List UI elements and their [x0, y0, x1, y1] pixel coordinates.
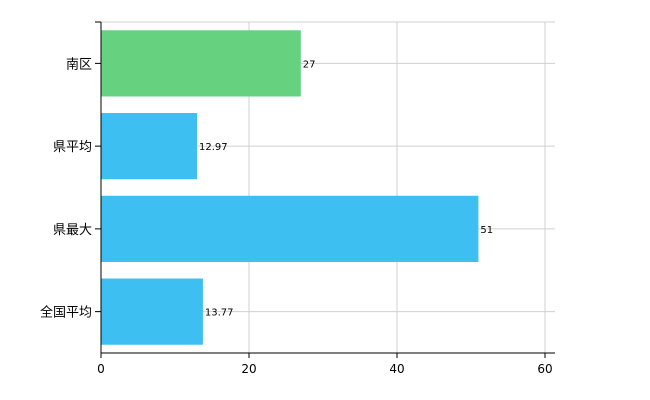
x-tick-label: 0 [97, 362, 105, 376]
x-tick-label: 20 [241, 362, 256, 376]
category-label: 全国平均 [40, 305, 92, 321]
data-label: 51 [480, 225, 493, 236]
bar [101, 113, 197, 180]
bar [101, 30, 301, 97]
category-label: 県平均 [53, 140, 92, 155]
data-label: 13.77 [205, 308, 234, 319]
x-tick-label: 40 [389, 362, 404, 376]
data-label: 27 [303, 59, 316, 70]
category-label: 県最大 [53, 223, 92, 238]
axes [95, 21, 555, 358]
category-label: 南区 [66, 56, 92, 72]
bars [101, 30, 479, 345]
labels: 南区 27 県平均 12.97 県最大 51 全国平均 13.77 0 20 40 60 [40, 56, 553, 376]
bar [101, 195, 479, 262]
data-label: 12.97 [199, 142, 228, 153]
x-tick-label: 60 [537, 362, 552, 376]
bar [101, 278, 203, 345]
